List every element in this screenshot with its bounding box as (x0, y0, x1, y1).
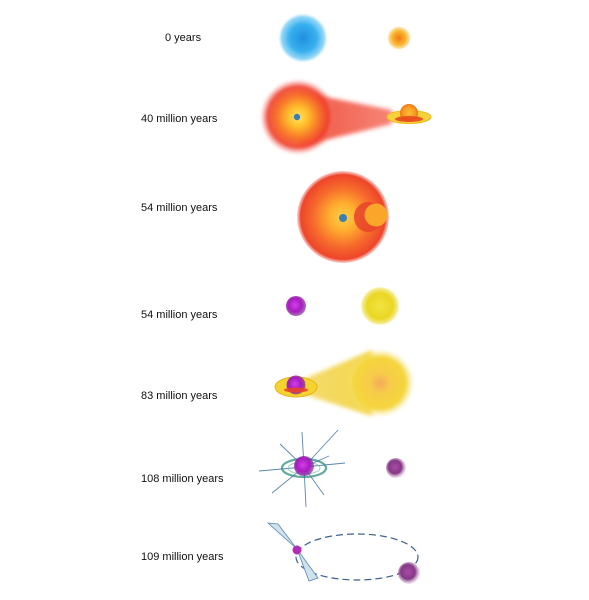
purple-disk-front (284, 387, 308, 393)
spiraling-companion (364, 203, 388, 227)
purple-star-with-ring (294, 456, 314, 476)
stage-label-83-million-years: 83 million years (141, 390, 218, 402)
stage-label-109-million-years: 109 million years (141, 551, 224, 563)
stage-40-million-years (260, 79, 432, 155)
dim-purple-star (386, 458, 406, 478)
stage-label-54-million-years-second: 54 million years (141, 309, 218, 321)
stage-label-108-million-years: 108 million years (141, 473, 224, 485)
stripped-purple-star (286, 296, 306, 316)
accretion-disk-front (395, 116, 423, 122)
massive-blue-star (278, 13, 328, 63)
stage-label-54-million-years: 54 million years (141, 202, 218, 214)
stage-108-million-years (258, 429, 406, 508)
companion-dim-purple-star (398, 562, 420, 584)
envelope-core (339, 214, 347, 222)
stage-label-0-years: 0 years (165, 32, 202, 44)
yellow-giant-star (346, 349, 414, 417)
pulsar (292, 545, 302, 555)
stage-0-years (278, 13, 411, 63)
stage-109-million-years (266, 522, 420, 584)
orbit-path (295, 533, 419, 581)
pulsar-beam-lower (296, 548, 319, 582)
red-giant-core (293, 113, 301, 121)
companion-orange-star (387, 26, 411, 50)
stage-54-million-years-post-ejection (286, 286, 400, 326)
yellow-star (360, 286, 400, 326)
stage-label-40-million-years: 40 million years (141, 113, 218, 125)
stage-83-million-years (274, 349, 414, 417)
pulsar-beam-upper (266, 522, 298, 550)
stage-54-million-years-common-envelope (297, 171, 389, 263)
